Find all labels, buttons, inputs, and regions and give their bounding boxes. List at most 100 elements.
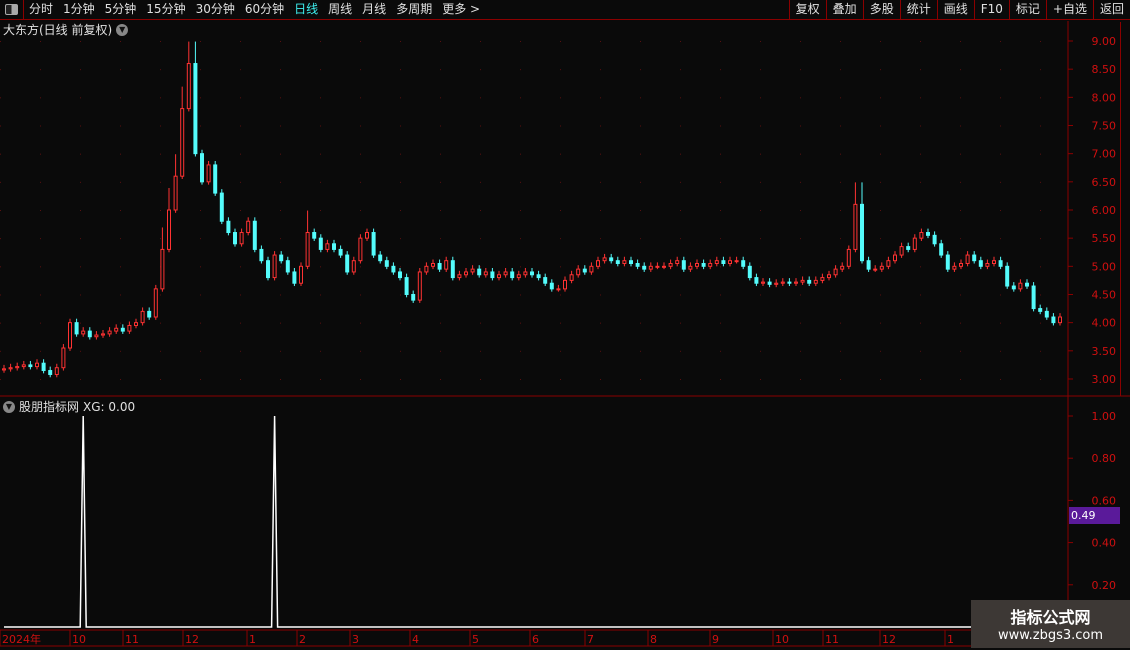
candle-body [860, 203, 864, 262]
grid-dot [760, 41, 761, 42]
grid-dot [400, 350, 401, 352]
candle-body [813, 279, 818, 284]
grid-dot [840, 97, 841, 99]
candle-body [879, 265, 884, 270]
grid-dot [800, 266, 801, 268]
period-tab[interactable]: 15分钟 [146, 2, 186, 16]
x-tick-label: 8 [650, 633, 657, 646]
panel-toggle-button[interactable] [0, 0, 24, 20]
candle-body [563, 279, 567, 290]
grid-dot [640, 238, 641, 240]
candle-body [569, 274, 574, 281]
candle-body [305, 232, 310, 267]
grid-dot [120, 266, 121, 268]
grid-dot [200, 125, 201, 127]
period-tab[interactable]: 30分钟 [195, 2, 235, 16]
grid-dot [680, 125, 681, 127]
period-tab[interactable]: 周线 [328, 2, 353, 16]
grid-dot [840, 322, 841, 324]
candle-body [318, 237, 323, 250]
right-info-strip [1120, 22, 1130, 396]
grid-dot [80, 294, 81, 296]
grid-dot [640, 209, 641, 211]
candle-body [226, 220, 231, 234]
candle-body [173, 175, 178, 211]
grid-dot [1040, 41, 1041, 42]
candle-body [444, 260, 449, 270]
x-tick-label: 9 [712, 633, 719, 646]
grid-dot [1040, 238, 1041, 240]
grid-dot [320, 378, 321, 380]
candle-body [450, 260, 455, 279]
y-tick-label: 8.00 [1092, 91, 1117, 104]
grid-dot [240, 181, 241, 183]
indicator-name[interactable]: 股朋指标网 [19, 400, 80, 414]
x-tick-label: 11 [825, 633, 839, 646]
grid-dot [440, 238, 441, 240]
grid-dot [440, 322, 441, 324]
grid-dot [0, 181, 1, 183]
candle-body [35, 362, 39, 368]
period-tab[interactable]: 月线 [362, 2, 387, 16]
candle-body [985, 263, 990, 267]
candle-body [114, 327, 119, 332]
grid-dot [320, 209, 321, 211]
toolbar-button[interactable]: 标记 [1008, 0, 1046, 20]
candle-body [516, 274, 521, 279]
grid-dot [240, 209, 241, 211]
period-tab[interactable]: 1分钟 [63, 2, 95, 16]
candle-body [615, 260, 620, 265]
grid-dot [680, 238, 681, 240]
toolbar-button[interactable]: 画线 [936, 0, 974, 20]
toolbar-button[interactable]: 叠加 [825, 0, 863, 20]
grid-dot [200, 378, 201, 380]
candle-body [688, 265, 693, 270]
grid-dot [840, 125, 841, 127]
grid-dot [320, 125, 321, 127]
period-tab[interactable]: 分时 [29, 2, 54, 16]
grid-dot [400, 41, 401, 42]
candle-body [167, 209, 171, 250]
grid-dot [160, 97, 161, 99]
grid-dot [800, 322, 801, 324]
period-tab[interactable]: 多周期 [396, 2, 433, 16]
grid-dot [280, 97, 281, 99]
grid-dot [600, 181, 601, 183]
candle-body [140, 310, 145, 324]
grid-dot [400, 153, 401, 155]
grid-dot [880, 322, 881, 324]
chevron-down-icon[interactable]: ▼ [116, 23, 129, 36]
grid-dot [560, 266, 561, 268]
grid-dot [800, 69, 801, 71]
chevron-down-icon[interactable]: ▼ [3, 400, 15, 413]
grid-dot [920, 181, 921, 183]
grid-dot [80, 69, 81, 71]
period-tab[interactable]: 更多 > [442, 2, 481, 16]
toolbar-button[interactable]: +自选 [1045, 0, 1093, 20]
grid-dot [680, 69, 681, 71]
grid-dot [480, 266, 481, 268]
grid-dot [400, 266, 401, 268]
grid-dot [280, 378, 281, 380]
candle-body [681, 260, 686, 270]
grid-dot [800, 181, 801, 183]
toolbar-button[interactable]: 统计 [899, 0, 937, 20]
period-tab[interactable]: 5分钟 [104, 2, 137, 16]
grid-dot [720, 181, 721, 183]
grid-dot [880, 350, 881, 352]
grid-dot [960, 294, 961, 296]
toolbar-button[interactable]: 复权 [788, 0, 826, 20]
grid-dot [240, 97, 241, 99]
indicator-tick-label: 1.00 [1092, 410, 1117, 423]
toolbar-button[interactable]: 多股 [862, 0, 900, 20]
grid-dot [480, 97, 481, 99]
toolbar-button[interactable]: F10 [973, 0, 1009, 20]
y-tick-label: 6.00 [1092, 204, 1117, 217]
toolbar-button[interactable]: 返回 [1092, 0, 1130, 20]
grid-dot [680, 322, 681, 324]
period-tab[interactable]: 60分钟 [244, 2, 285, 16]
period-tab[interactable]: 日线 [294, 2, 319, 16]
indicator-tick-label: 0.60 [1092, 494, 1117, 507]
grid-dot [160, 294, 161, 296]
